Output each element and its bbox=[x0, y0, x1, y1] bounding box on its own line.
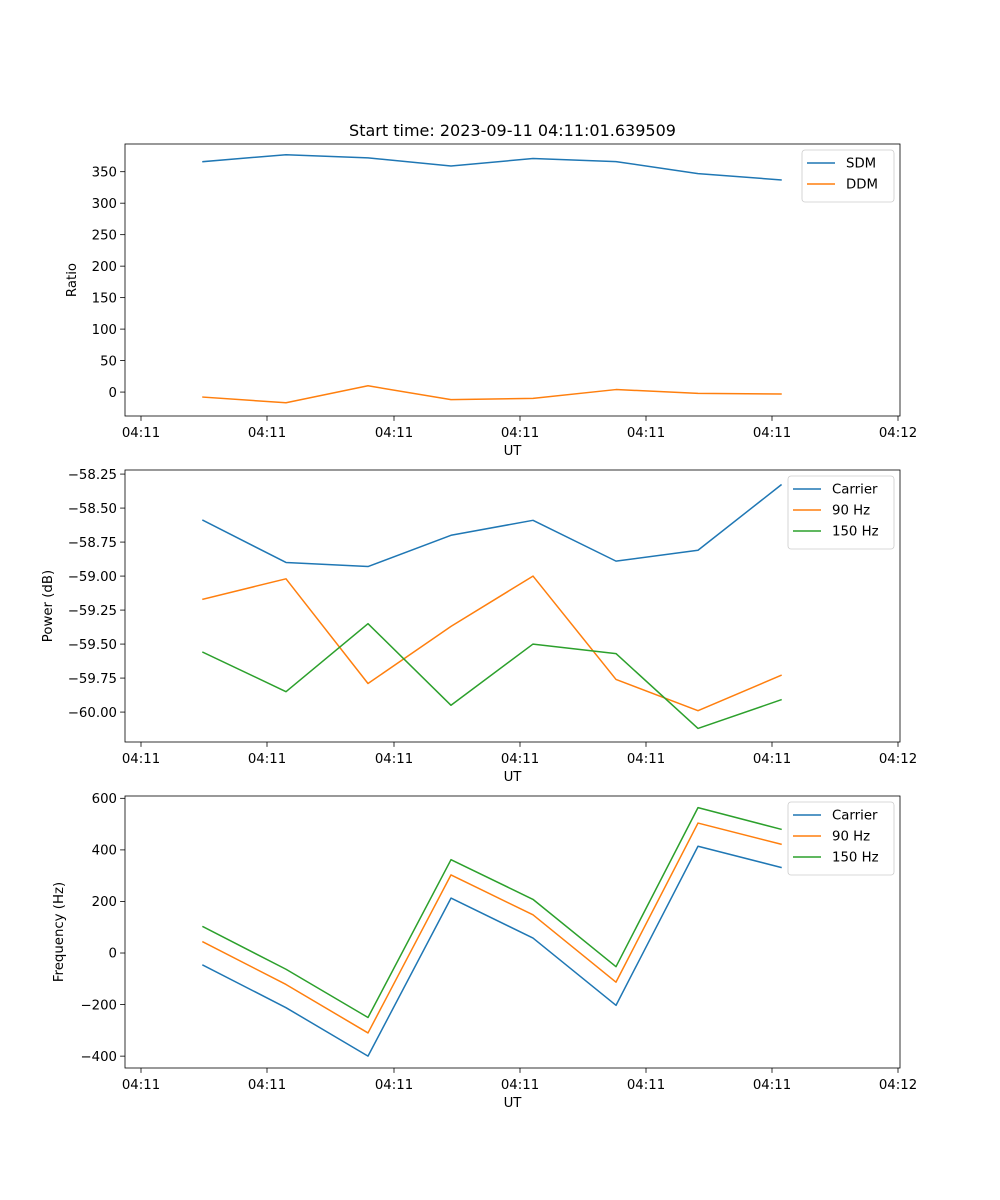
legend-label: DDM bbox=[846, 178, 878, 193]
subplot-3: 04:11 04:11 04:11 04:11 04:11 04:11 04:12 600 40… bbox=[52, 792, 917, 1111]
legend-label: 90 Hz bbox=[832, 504, 870, 519]
x-tick-label: 04:11 bbox=[375, 426, 413, 441]
series-line-90-hz bbox=[202, 575, 782, 712]
y-tick-label: −58.75 bbox=[68, 536, 117, 551]
legend-label: SDM bbox=[846, 157, 876, 172]
series-line-90-hz bbox=[201, 822, 782, 1034]
x-tick-label: 04:11 bbox=[753, 1078, 791, 1093]
y-tick-label: 0 bbox=[109, 947, 117, 962]
y-tick-label: 600 bbox=[92, 792, 117, 807]
y-tick-label: 150 bbox=[92, 291, 117, 306]
series-line-150-hz bbox=[201, 806, 782, 1019]
x-tick-label: 04:11 bbox=[375, 752, 413, 767]
legend-label: Carrier bbox=[832, 809, 878, 824]
y-tick-label: 400 bbox=[92, 844, 117, 859]
x-tick-label: 04:11 bbox=[122, 1078, 160, 1093]
x-axis-label: UT bbox=[504, 770, 523, 785]
series-line-ddm bbox=[202, 385, 782, 404]
y-tick-label: −200 bbox=[80, 998, 117, 1013]
y-tick-label: −58.25 bbox=[68, 468, 117, 483]
legend-label: 150 Hz bbox=[832, 851, 879, 866]
x-tick-label: 04:11 bbox=[375, 1078, 413, 1093]
x-tick-label: 04:11 bbox=[753, 752, 791, 767]
x-tick-label: 04:11 bbox=[248, 752, 286, 767]
x-tick-label: 04:11 bbox=[248, 1078, 286, 1093]
x-tick-label: 04:11 bbox=[501, 1078, 539, 1093]
y-tick-label: −59.50 bbox=[68, 638, 117, 653]
legend-label: Carrier bbox=[832, 483, 878, 498]
subplot-1: 04:11 04:11 04:11 04:11 04:11 04:11 04:12 0 50 10… bbox=[65, 121, 917, 459]
x-tick-label: 04:11 bbox=[753, 426, 791, 441]
legend: Carrier 90 Hz 150 Hz bbox=[787, 801, 895, 876]
x-tick-label: 04:11 bbox=[122, 426, 160, 441]
y-tick-label: −60.00 bbox=[68, 706, 117, 721]
y-tick-label: 50 bbox=[100, 354, 117, 369]
x-axis-label: UT bbox=[504, 444, 523, 459]
x-tick-label: 04:12 bbox=[879, 752, 917, 767]
legend: SDM DDM bbox=[801, 149, 895, 203]
y-tick-label: −59.00 bbox=[68, 570, 117, 585]
legend-label: 150 Hz bbox=[832, 525, 879, 540]
y-tick-label: 200 bbox=[92, 260, 117, 275]
series-line-carrier bbox=[201, 483, 783, 568]
y-tick-label: 300 bbox=[92, 197, 117, 212]
x-tick-label: 04:11 bbox=[501, 426, 539, 441]
legend: Carrier 90 Hz 150 Hz bbox=[787, 475, 895, 550]
subplot-2: 04:11 04:11 04:11 04:11 04:11 04:11 04:12 −58.2… bbox=[41, 468, 917, 785]
y-tick-label: −59.75 bbox=[68, 672, 117, 687]
x-tick-label: 04:11 bbox=[248, 426, 286, 441]
y-tick-label: −400 bbox=[80, 1050, 117, 1065]
x-tick-label: 04:11 bbox=[501, 752, 539, 767]
axes-frame bbox=[124, 469, 901, 743]
x-axis-label: UT bbox=[504, 1096, 523, 1111]
x-tick-label: 04:11 bbox=[627, 1078, 665, 1093]
x-tick-label: 04:12 bbox=[879, 426, 917, 441]
y-tick-label: −59.25 bbox=[68, 604, 117, 619]
series-line-150-hz bbox=[202, 622, 782, 730]
series-line-sdm bbox=[202, 153, 782, 181]
y-axis-label: Frequency (Hz) bbox=[52, 882, 67, 982]
axes-frame bbox=[124, 795, 901, 1069]
series-line-carrier bbox=[201, 845, 782, 1057]
x-tick-label: 04:12 bbox=[879, 1078, 917, 1093]
y-axis-label: Ratio bbox=[65, 263, 80, 297]
x-tick-label: 04:11 bbox=[627, 752, 665, 767]
y-tick-label: 250 bbox=[92, 228, 117, 243]
legend-label: 90 Hz bbox=[832, 830, 870, 845]
chart-title: Start time: 2023-09-11 04:11:01.639509 bbox=[349, 121, 676, 140]
y-axis-label: Power (dB) bbox=[41, 570, 56, 642]
y-tick-label: 100 bbox=[92, 323, 117, 338]
y-tick-label: 200 bbox=[92, 895, 117, 910]
x-tick-label: 04:11 bbox=[627, 426, 665, 441]
y-tick-label: −58.50 bbox=[68, 502, 117, 517]
y-tick-label: 350 bbox=[92, 165, 117, 180]
y-tick-label: 0 bbox=[109, 386, 117, 401]
axes-frame bbox=[124, 143, 901, 417]
x-tick-label: 04:11 bbox=[122, 752, 160, 767]
